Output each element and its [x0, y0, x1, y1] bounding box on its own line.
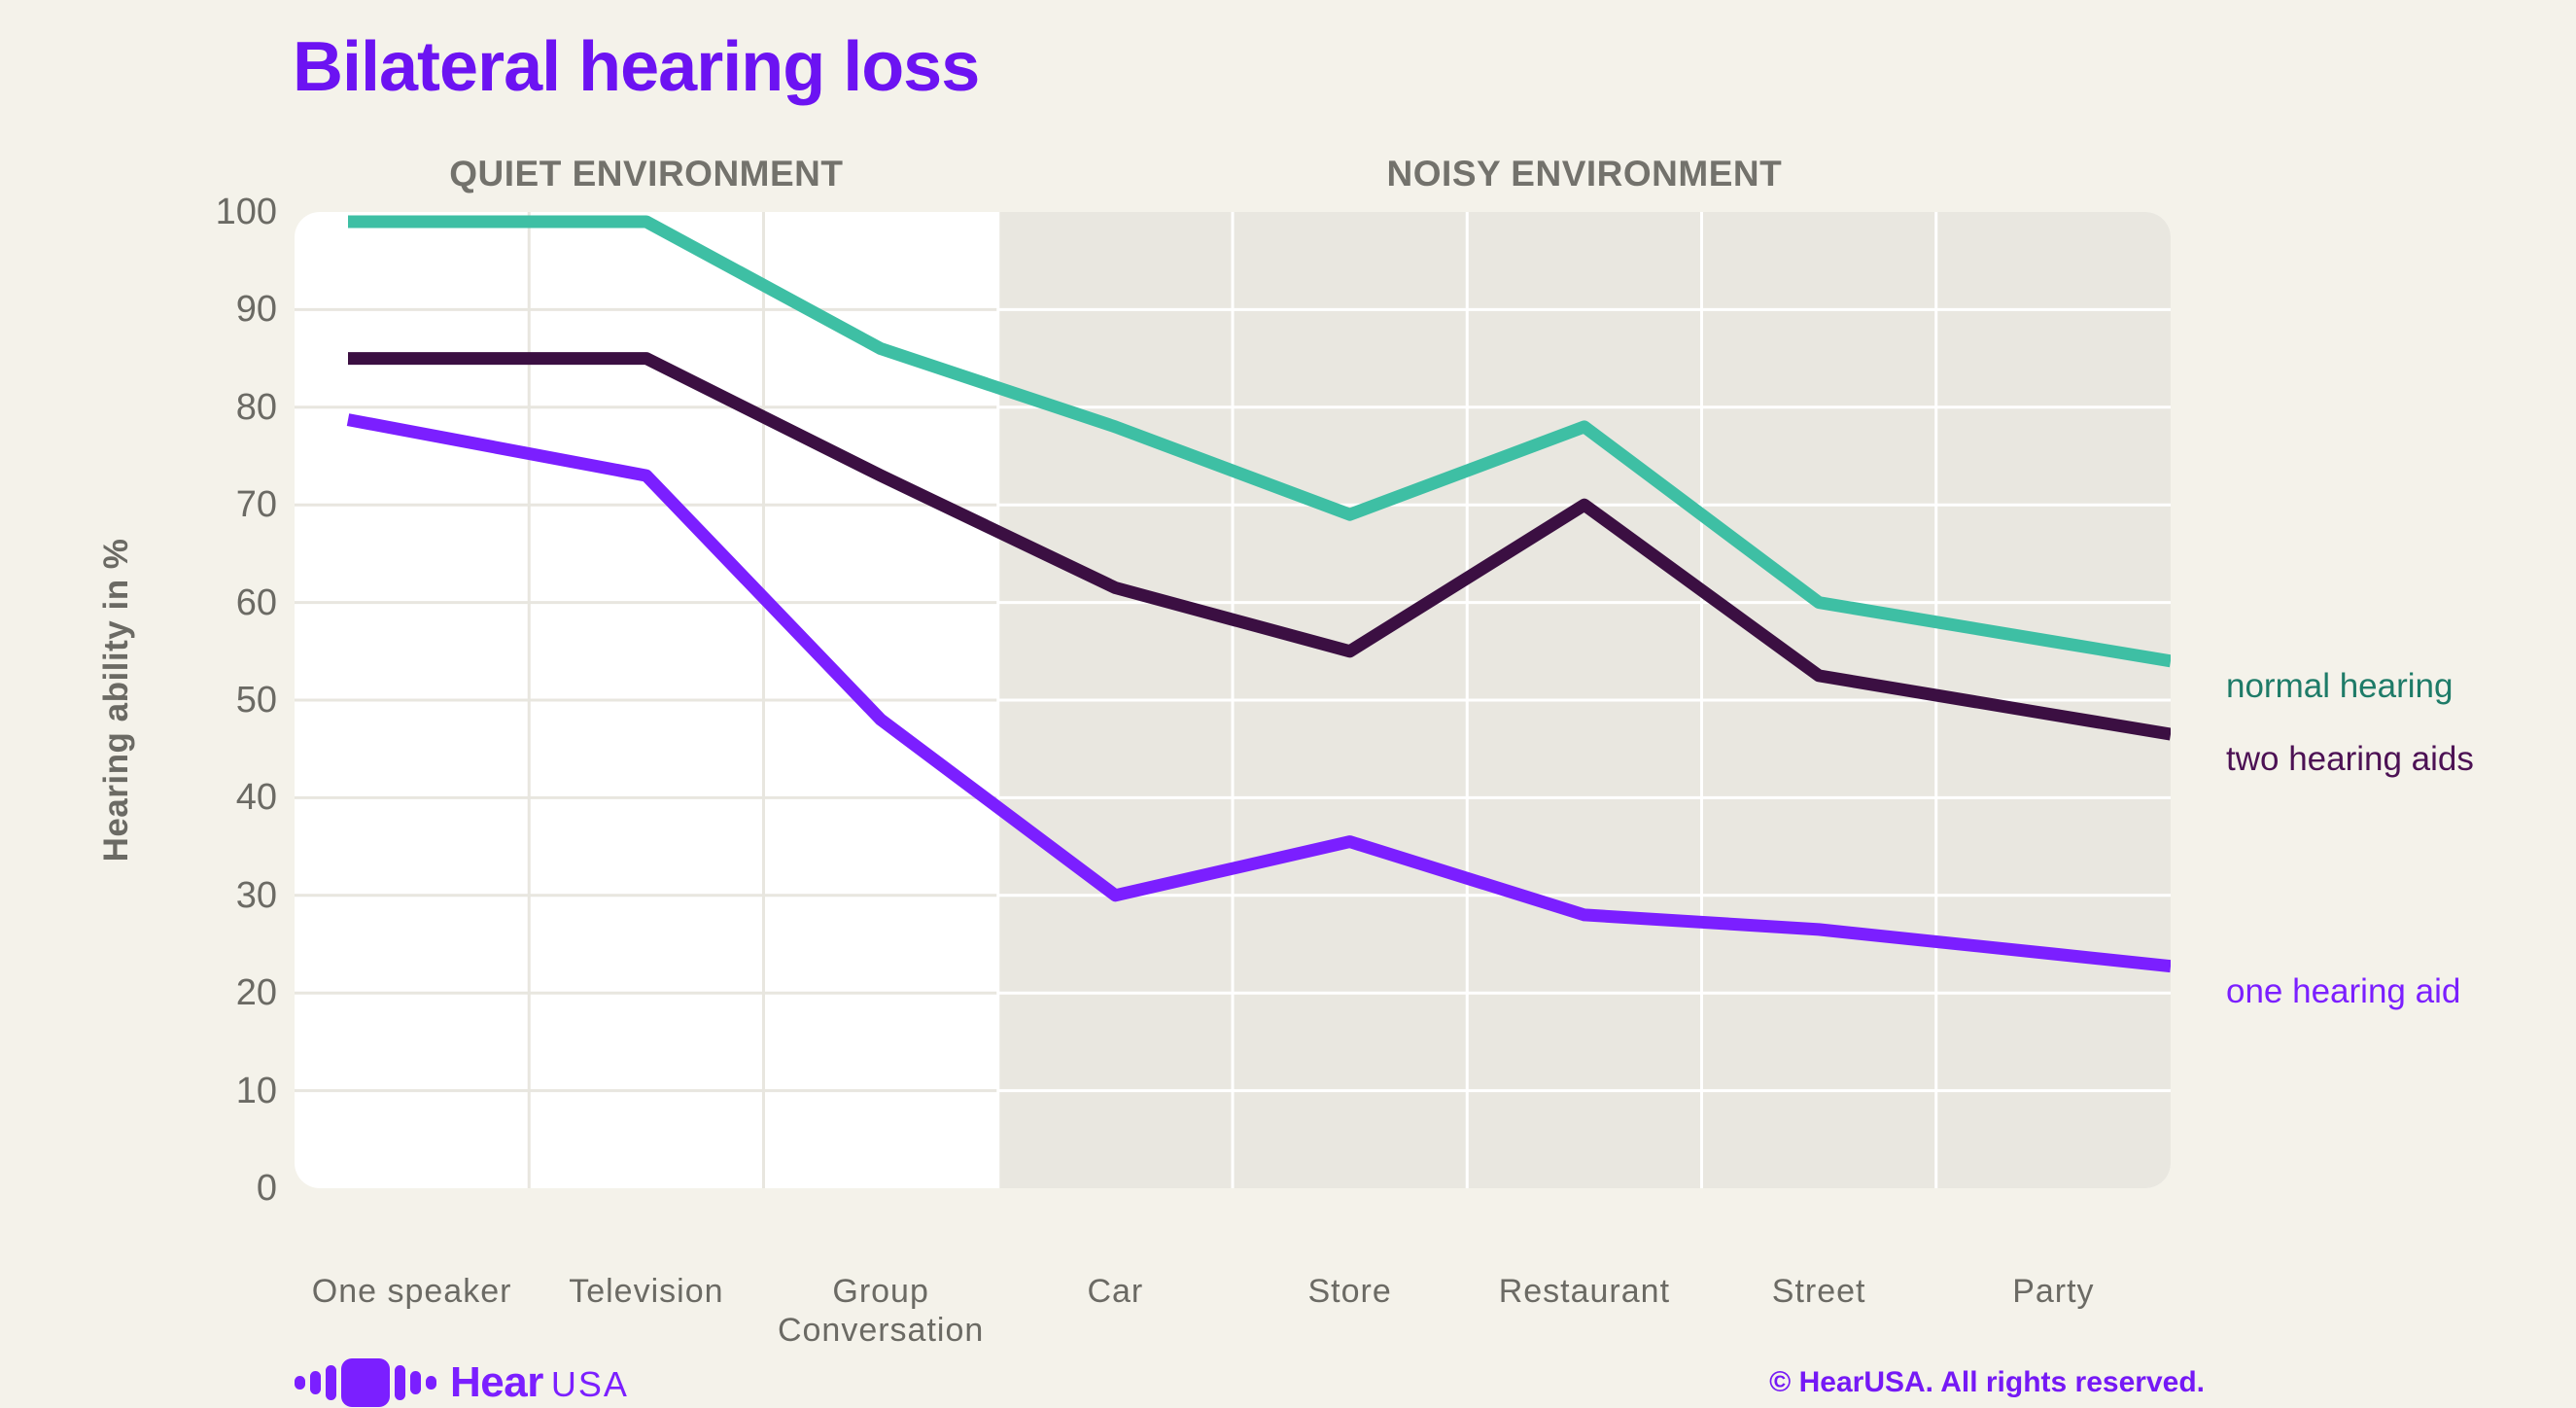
y-tick-20: 20	[235, 972, 277, 1014]
y-tick-10: 10	[235, 1070, 277, 1111]
section-header-quiet: QUIET ENVIRONMENT	[449, 154, 844, 194]
soundwave-bar	[410, 1371, 421, 1394]
soundwave-bar	[310, 1371, 321, 1394]
line-chart	[295, 212, 2171, 1188]
y-tick-30: 30	[235, 874, 277, 916]
x-label-restaurant: Restaurant	[1498, 1273, 1671, 1310]
x-label-one-speaker: One speaker	[311, 1273, 512, 1310]
x-label-party: Party	[2012, 1273, 2095, 1310]
y-tick-60: 60	[235, 581, 277, 623]
x-label-store: Store	[1307, 1273, 1392, 1310]
logo-wordmark: Hear USA	[450, 1358, 629, 1407]
logo-text-usa: USA	[550, 1364, 629, 1404]
y-tick-70: 70	[235, 484, 277, 526]
legend-label-one-hearing-aid: one hearing aid	[2226, 971, 2461, 1010]
series-line-two-hearing-aids	[348, 352, 2171, 741]
soundwave-bar	[395, 1365, 405, 1400]
series-line-normal-hearing	[348, 215, 2171, 668]
y-tick-90: 90	[235, 289, 277, 331]
y-tick-0: 0	[256, 1168, 277, 1209]
x-label-television: Television	[569, 1273, 724, 1310]
soundwave-bar	[341, 1358, 390, 1407]
legend-label-normal-hearing: normal hearing	[2226, 666, 2454, 705]
logo-text-hear: Hear	[450, 1358, 543, 1406]
series-line-one-hearing-aid	[346, 413, 2171, 973]
page-title: Bilateral hearing loss	[293, 28, 980, 106]
hearusa-logo: Hear USA	[295, 1357, 629, 1408]
chart-plot-area	[295, 212, 2171, 1188]
y-tick-50: 50	[235, 680, 277, 721]
soundwave-bar	[326, 1365, 336, 1400]
y-tick-40: 40	[235, 777, 277, 819]
soundwave-bar	[295, 1376, 305, 1390]
legend-label-two-hearing-aids: two hearing aids	[2226, 740, 2474, 779]
soundwave-bar	[426, 1376, 436, 1390]
y-tick-80: 80	[235, 386, 277, 428]
soundwave-icon	[295, 1358, 436, 1407]
x-label-street: Street	[1771, 1273, 1866, 1310]
y-tick-100: 100	[215, 192, 277, 232]
x-label-group-conversation: Group Conversation	[777, 1273, 985, 1349]
copyright-text: © HearUSA. All rights reserved.	[1769, 1366, 2205, 1398]
x-label-car: Car	[1087, 1273, 1144, 1310]
section-header-noisy: NOISY ENVIRONMENT	[1386, 154, 1783, 194]
